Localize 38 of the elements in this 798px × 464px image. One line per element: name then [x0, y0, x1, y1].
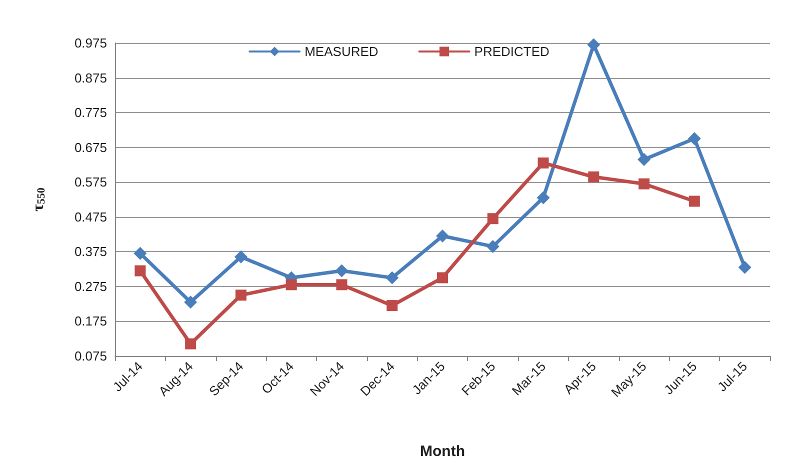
y-tick-label: 0.075	[74, 348, 107, 364]
point	[588, 171, 600, 182]
legend-label: PREDICTED	[474, 44, 550, 59]
y-tick-label: 0.375	[74, 244, 107, 260]
point	[234, 250, 248, 264]
y-tick-label: 0.875	[74, 70, 107, 86]
point	[134, 265, 146, 276]
y-tick-label: 0.575	[74, 174, 107, 190]
point	[235, 290, 246, 301]
y-tick-label: 0.975	[74, 36, 107, 50]
point	[286, 279, 297, 290]
point	[386, 271, 399, 284]
point	[437, 272, 448, 284]
x-axis-title: Month	[420, 443, 465, 460]
point	[134, 246, 147, 260]
point	[436, 230, 449, 243]
point	[336, 279, 348, 290]
legend-label: MEASURED	[304, 44, 378, 59]
point	[184, 296, 198, 309]
y-tick-label: 0.475	[74, 209, 107, 224]
point	[487, 213, 498, 224]
point	[638, 153, 651, 166]
point	[486, 240, 500, 253]
point	[587, 38, 600, 52]
y-tick-label: 0.775	[74, 105, 107, 120]
y-axis-title: τ550	[30, 187, 48, 212]
point	[638, 178, 650, 190]
point	[738, 260, 752, 274]
point	[335, 264, 348, 278]
point	[386, 300, 398, 312]
point	[538, 157, 549, 168]
y-tick-label: 0.275	[74, 278, 107, 294]
point	[688, 132, 701, 146]
y-tick-label: 0.675	[74, 140, 107, 155]
y-tick-label: 0.175	[74, 314, 107, 329]
point	[688, 196, 700, 207]
point	[185, 338, 196, 350]
point	[536, 191, 550, 204]
